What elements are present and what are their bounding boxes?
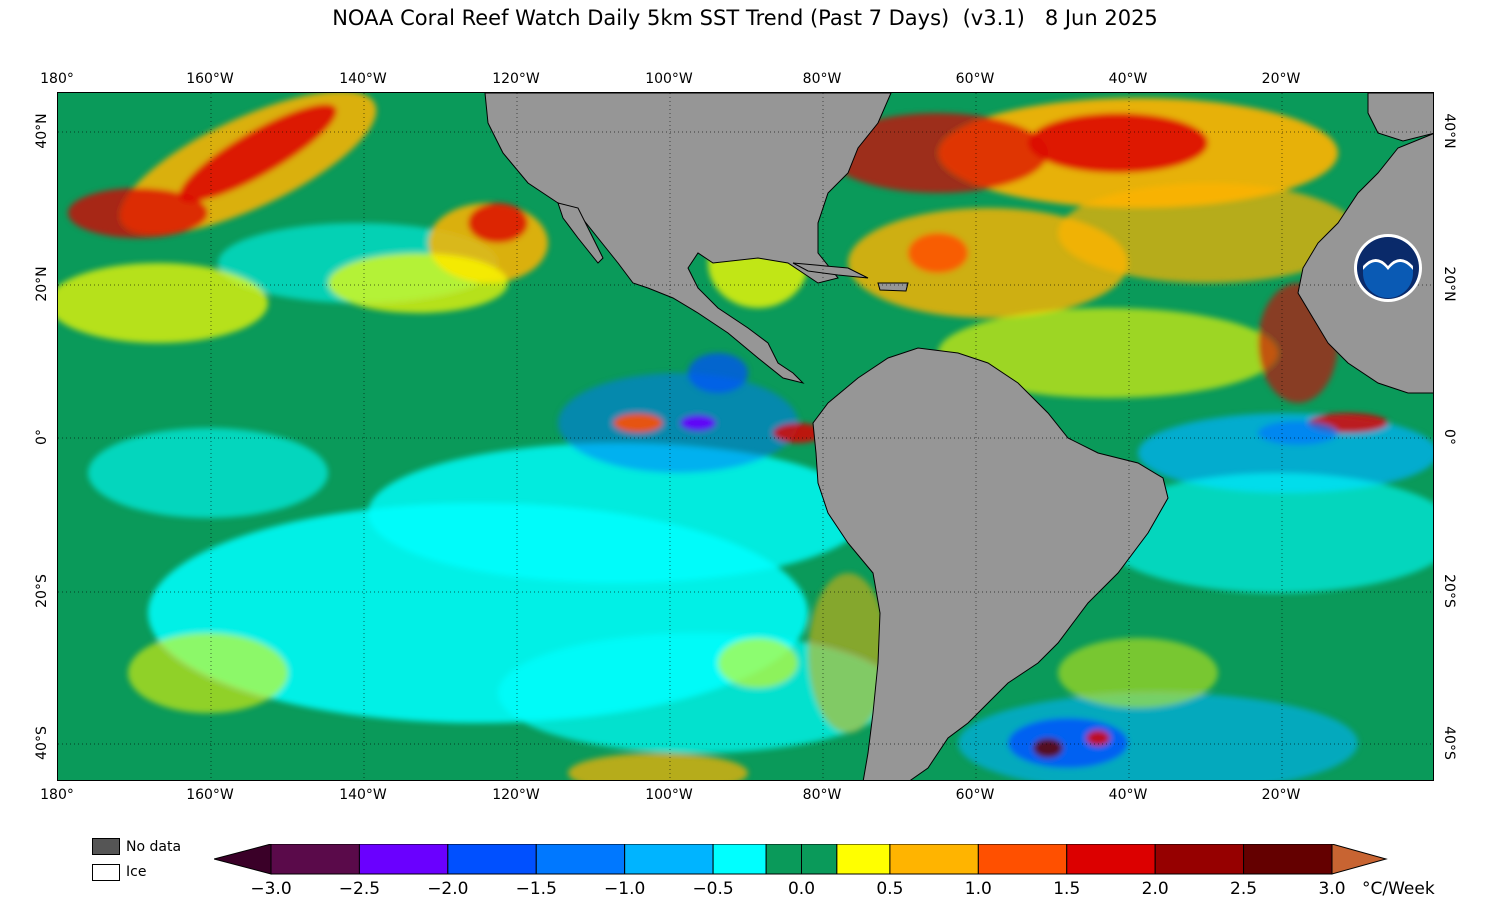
lon-label-bottom: 80°W [802,787,842,803]
colorbar-cell [1066,844,1156,875]
colorbar-tick-label: −2.0 [427,879,469,899]
lon-label-bottom: 40°W [1108,787,1148,803]
colorbar-cell [1243,844,1333,875]
colorbar-cell [977,844,1068,875]
colorbar-tick-label: −2.5 [338,879,381,899]
lat-label-right: 20°N [1441,266,1457,302]
noaa-logo-icon [1354,234,1422,302]
lon-label-bottom: 120°W [492,787,540,803]
colorbar-tick-label: −1.5 [515,879,557,899]
colorbar-cell [447,844,537,875]
colorbar-cell [358,844,449,875]
colorbar-cell [836,844,891,875]
ice-label: Ice [126,864,147,880]
lat-label-left: 20°N [34,266,50,302]
lon-label-top: 160°W [186,71,234,87]
lon-label-bottom: 140°W [339,787,387,803]
lon-label-bottom: 60°W [955,787,995,803]
lat-label-left: 40°S [34,726,50,760]
colorbar-tick-label: 0.5 [876,879,904,899]
colorbar-cell [801,844,838,875]
colorbar-tick-label: −1.0 [604,879,646,899]
colorbar-cell [889,844,979,875]
graticule [58,93,1433,780]
colorbar-tick-label: 2.5 [1230,879,1258,899]
colorbar-tick-label: 1.5 [1053,879,1081,899]
lat-label-right: 0° [1441,429,1457,445]
lat-label-right: 40°S [1441,726,1457,760]
colorbar-tick-label: 3.0 [1318,879,1346,899]
no-data-label: No data [126,839,182,855]
lon-label-bottom: 100°W [645,787,693,803]
colorbar-tick-label: −0.5 [692,879,734,899]
lon-label-bottom: 20°W [1261,787,1301,803]
colorbar-cell [765,844,803,875]
lon-label-top: 80°W [802,71,842,87]
sst-trend-map [57,92,1434,781]
colorbar-tick-label: 2.0 [1141,879,1169,899]
colorbar-cell [270,844,360,875]
sst-anomaly-field [58,93,1433,780]
lat-label-right: 20°S [1441,574,1457,608]
lon-label-top: 120°W [492,71,540,87]
lat-label-left: 40°N [34,113,50,149]
lon-label-bottom: 180° [40,787,74,803]
ice-swatch [92,864,120,881]
colorbar-tick-label: −3.0 [250,879,292,899]
colorbar-cell [624,844,714,875]
lon-label-top: 100°W [645,71,693,87]
lon-label-top: 40°W [1108,71,1148,87]
lat-label-left: 0° [34,429,50,445]
colorbar-cell [712,844,767,875]
colorbar-under-arrow [214,844,272,875]
colorbar [214,844,1388,875]
lat-label-left: 20°S [34,574,50,608]
lon-label-bottom: 160°W [186,787,234,803]
lon-label-top: 60°W [955,71,995,87]
colorbar-tick-label: 1.0 [964,879,992,899]
colorbar-units: °C/Week [1362,879,1435,899]
map-title: NOAA Coral Reef Watch Daily 5km SST Tren… [332,6,1158,30]
lon-label-top: 20°W [1261,71,1301,87]
no-data-swatch [92,838,120,855]
colorbar-tick-label: 0.0 [787,879,816,899]
colorbar-cell [535,844,626,875]
lon-label-top: 180° [40,71,74,87]
lon-label-top: 140°W [339,71,387,87]
lat-label-right: 40°N [1441,113,1457,149]
colorbar-cell [1154,844,1245,875]
colorbar-over-arrow [1331,844,1388,875]
